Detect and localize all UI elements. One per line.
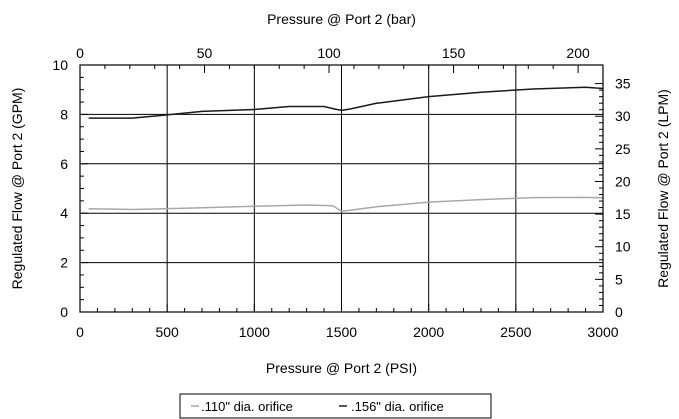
y2-tick-label: 20 bbox=[615, 173, 631, 189]
x2-tick-label: 100 bbox=[317, 45, 341, 61]
bottom-axis-title: Pressure @ Port 2 (PSI) bbox=[266, 360, 417, 376]
series-lines bbox=[88, 86, 604, 212]
x-tick-label: 3000 bbox=[587, 324, 618, 340]
legend-box bbox=[179, 393, 492, 419]
left-axis-title: Regulated Flow @ Port 2 (GPM) bbox=[9, 88, 25, 290]
top-axis-title: Pressure @ Port 2 (bar) bbox=[267, 11, 416, 27]
x2-tick-label: 50 bbox=[197, 45, 213, 61]
y-tick-label: 4 bbox=[60, 205, 68, 221]
y2-tick-label: 15 bbox=[615, 206, 631, 222]
x-tick-label: 1500 bbox=[326, 324, 357, 340]
x-tick-label: 2500 bbox=[500, 324, 531, 340]
x-tick-label: 500 bbox=[155, 324, 179, 340]
legend-label-156: .156" dia. orifice bbox=[351, 399, 444, 414]
y2-tick-label: 35 bbox=[615, 76, 631, 92]
legend-label-110: .110" dia. orifice bbox=[201, 399, 293, 414]
x-tick-label: 2000 bbox=[413, 324, 444, 340]
x2-tick-label: 0 bbox=[76, 45, 84, 61]
y2-tick-label: 30 bbox=[615, 108, 631, 124]
y2-tick-label: 0 bbox=[615, 304, 623, 320]
legend: .110" dia. orifice .156" dia. orifice bbox=[179, 393, 492, 419]
right-axis-title: Regulated Flow @ Port 2 (LPM) bbox=[655, 89, 671, 288]
y-tick-label: 0 bbox=[60, 304, 68, 320]
series-line-156 bbox=[88, 86, 604, 119]
grid-lines bbox=[80, 65, 603, 312]
y2-tick-label: 5 bbox=[615, 271, 623, 287]
y-tick-label: 2 bbox=[60, 255, 68, 271]
plot-frame bbox=[79, 64, 604, 313]
y-tick-label: 6 bbox=[60, 156, 68, 172]
y-tick-label: 8 bbox=[60, 106, 68, 122]
x-tick-label: 1000 bbox=[239, 324, 270, 340]
series-line-110 bbox=[88, 196, 604, 212]
y-tick-label: 10 bbox=[52, 57, 68, 73]
y2-tick-label: 25 bbox=[615, 141, 631, 157]
x2-tick-label: 200 bbox=[566, 45, 590, 61]
x-tick-label: 0 bbox=[76, 324, 84, 340]
y2-tick-label: 10 bbox=[615, 239, 631, 255]
x2-tick-label: 150 bbox=[442, 45, 466, 61]
